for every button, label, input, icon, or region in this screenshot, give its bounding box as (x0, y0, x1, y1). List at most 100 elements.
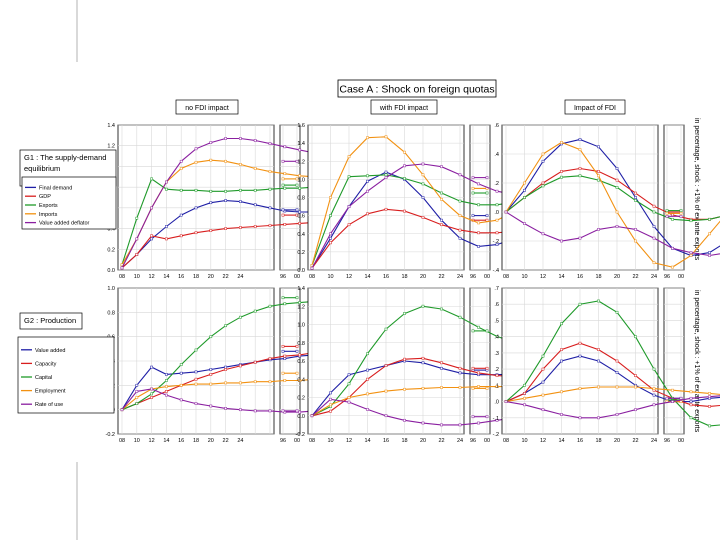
x-tick-label: 18 (193, 274, 199, 280)
data-point (179, 188, 183, 192)
data-point (560, 390, 563, 394)
data-point (440, 366, 443, 370)
data-point (440, 197, 443, 201)
data-point (239, 408, 242, 412)
data-point (179, 398, 183, 402)
data-point (165, 237, 168, 241)
data-point (671, 213, 674, 217)
data-point (194, 370, 198, 374)
data-point (120, 266, 124, 270)
data-point (634, 385, 637, 389)
data-point (150, 392, 153, 396)
data-point (471, 366, 475, 370)
data-point (298, 379, 301, 382)
data-point (224, 407, 227, 410)
x-tick-label: 00 (294, 274, 300, 280)
data-point (165, 225, 168, 228)
x-tick-label: 22 (223, 274, 229, 280)
data-point (281, 159, 285, 163)
x-tick-label: 00 (294, 438, 300, 444)
data-point (366, 212, 369, 216)
data-point (560, 322, 563, 326)
data-point (421, 196, 425, 199)
data-point (281, 296, 285, 300)
y-tick-label: 0.6 (297, 214, 305, 220)
data-point (485, 191, 489, 195)
data-point (150, 365, 153, 369)
x-tick-label: 14 (163, 274, 169, 280)
y-tick-label: .7 (494, 286, 499, 292)
y-tick-label: 1.4 (297, 286, 305, 292)
data-point (224, 189, 227, 193)
y-tick-label: -.2 (493, 239, 499, 245)
data-point (634, 228, 637, 231)
data-point (495, 203, 499, 207)
data-point (253, 203, 257, 207)
chart-r1c2: -.2 -.1 .0 .1 .2 .3 .4 .5 .6 .7 08 10 12 14 16 18 20 22 24… (493, 286, 720, 444)
data-point (421, 356, 425, 360)
y-tick-label: -.1 (493, 416, 499, 422)
data-point (652, 393, 656, 397)
x-tick-label: 16 (577, 438, 583, 444)
data-point (578, 138, 582, 141)
data-point (224, 159, 227, 163)
data-point (541, 152, 545, 156)
data-point (523, 403, 526, 407)
data-point (560, 239, 563, 243)
series-imports (504, 141, 720, 269)
data-point (329, 232, 332, 236)
data-point (283, 302, 287, 306)
y-tick-label: 0.2 (107, 247, 115, 253)
data-point (179, 159, 183, 163)
chart-r1c0: -0.2 0.0 0.2 0.4 0.6 0.8 1.0 08 10 12 14 16 18 20 22 24… (106, 286, 420, 444)
data-point (298, 186, 301, 190)
y-tick-label: 1.2 (107, 144, 115, 150)
x-tick-label: 14 (558, 274, 564, 280)
data-point (495, 243, 499, 246)
data-point (165, 187, 168, 191)
data-point (366, 377, 369, 381)
data-point (179, 234, 183, 238)
data-point (194, 382, 198, 386)
data-point (541, 159, 545, 163)
data-point (209, 201, 213, 205)
data-point (615, 385, 619, 389)
legend-item: Final demand (25, 185, 72, 191)
data-point (366, 352, 369, 356)
data-point (477, 421, 480, 425)
x-tick-label: 00 (484, 438, 490, 444)
x-tick-label: 12 (540, 274, 546, 280)
data-point (652, 236, 656, 240)
legend-box (17, 336, 115, 414)
data-point (281, 213, 285, 217)
x-tick-label: 10 (134, 438, 140, 444)
x-tick-label: 20 (614, 438, 620, 444)
data-point (135, 383, 139, 387)
data-point (298, 174, 301, 178)
data-point (485, 387, 489, 390)
x-tick-label: 12 (149, 438, 155, 444)
data-point (403, 164, 406, 168)
data-point (597, 416, 600, 420)
data-point (440, 165, 443, 169)
data-point (458, 214, 462, 217)
data-point (560, 141, 563, 144)
data-point (458, 236, 462, 240)
data-point (283, 357, 287, 360)
data-point (224, 381, 227, 385)
data-point (708, 251, 711, 254)
data-point (679, 396, 683, 400)
data-point (671, 246, 674, 250)
data-point (485, 366, 489, 370)
series-value-added-deflator (504, 210, 720, 257)
data-point (165, 379, 168, 382)
data-point (281, 349, 285, 353)
data-point (366, 136, 369, 140)
data-point (689, 251, 693, 254)
case-title-box (337, 79, 497, 98)
data-point (634, 374, 637, 377)
data-point (495, 218, 499, 222)
data-point (597, 145, 600, 149)
data-point (209, 158, 213, 162)
x-tick-label: 96 (470, 438, 476, 444)
